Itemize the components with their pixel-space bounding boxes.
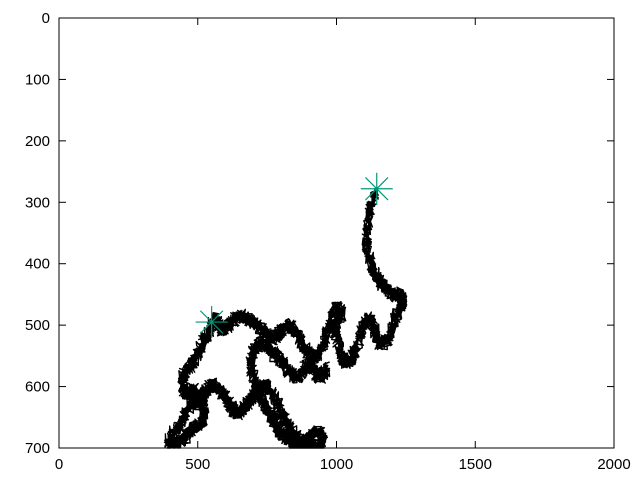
asterisk-stroke [365, 177, 389, 201]
x-tick-label: 1000 [320, 456, 353, 473]
y-tick-label: 400 [25, 256, 50, 273]
y-tick-label: 600 [25, 379, 50, 396]
y-tick-label: 500 [25, 317, 50, 334]
axis-layer: 0 500 1000 1500 2000 0 100 200 300 400 500 600 700 [25, 10, 631, 473]
x-tick-label: 0 [55, 456, 63, 473]
series-layer [163, 187, 408, 449]
random-walk-line [163, 187, 408, 449]
x-tick-label: 500 [185, 456, 210, 473]
y-tick-label: 300 [25, 194, 50, 211]
y-tick-label: 0 [42, 10, 50, 27]
asterisk-stroke [199, 310, 224, 334]
x-tick-label: 1500 [459, 456, 492, 473]
y-tick-label: 200 [25, 133, 50, 150]
plot-frame [58, 17, 615, 449]
start-marker [360, 172, 393, 205]
marker-layer [195, 172, 393, 339]
x-tick-label: 2000 [597, 456, 630, 473]
end-marker [195, 306, 228, 339]
y-tick-label: 100 [25, 71, 50, 88]
plot-area [59, 18, 614, 448]
y-tick-label: 700 [25, 440, 50, 457]
